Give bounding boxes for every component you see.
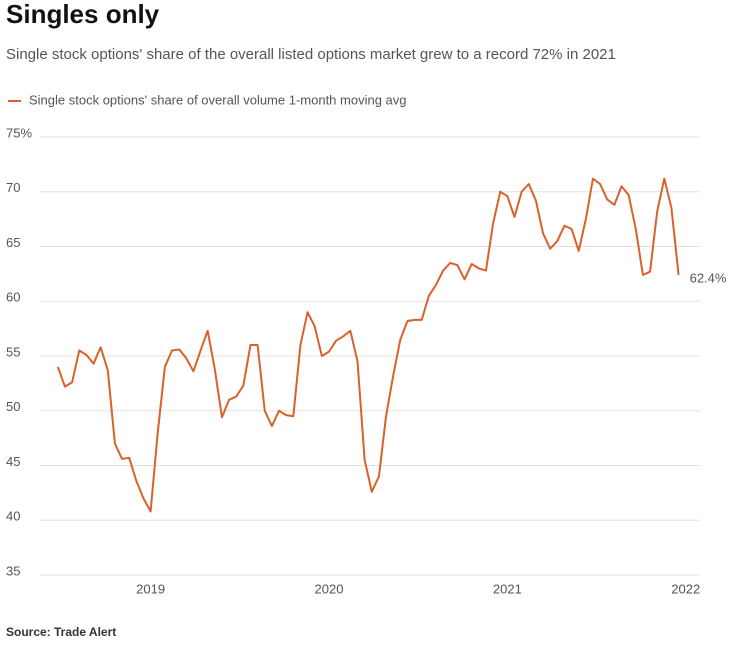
y-tick-label: 45 bbox=[6, 454, 20, 469]
y-tick-label: 40 bbox=[6, 509, 20, 524]
x-tick-label: 2022 bbox=[671, 581, 700, 596]
y-tick-label: 75% bbox=[6, 125, 32, 140]
legend-label: Single stock options' share of overall v… bbox=[29, 92, 407, 107]
chart-subtitle: Single stock options' share of the overa… bbox=[6, 46, 616, 63]
x-tick-label: 2019 bbox=[136, 581, 165, 596]
y-tick-label: 50 bbox=[6, 399, 20, 414]
value-label: 62.4% bbox=[690, 270, 727, 285]
y-tick-label: 55 bbox=[6, 344, 20, 359]
line bbox=[56, 177, 680, 513]
y-tick-label: 65 bbox=[6, 235, 20, 250]
chart-title: Singles only bbox=[6, 0, 160, 29]
y-tick-label: 35 bbox=[6, 563, 20, 578]
source: Source: Trade Alert bbox=[6, 625, 116, 639]
x-tick-label: 2020 bbox=[315, 581, 344, 596]
x-tick-label: 2021 bbox=[493, 581, 522, 596]
y-tick-label: 70 bbox=[6, 180, 20, 195]
y-tick-label: 60 bbox=[6, 290, 20, 305]
